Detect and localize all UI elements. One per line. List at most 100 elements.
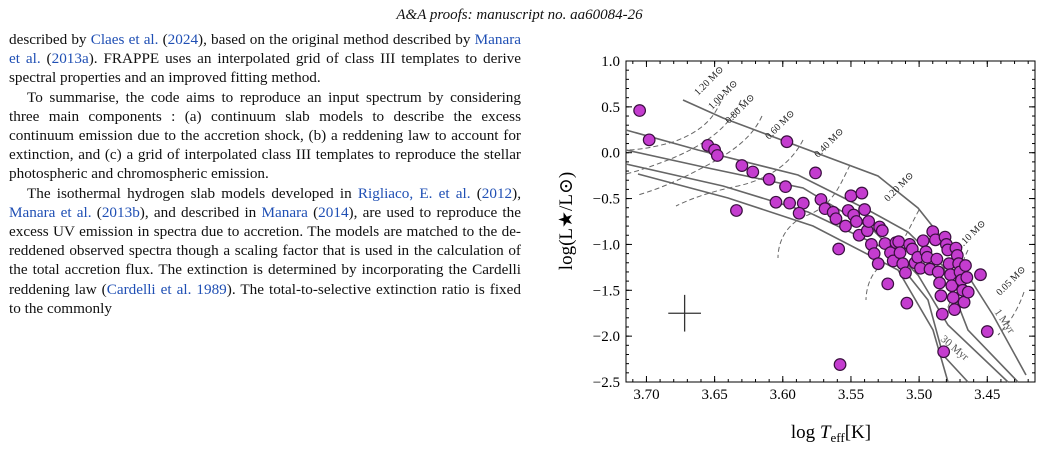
data-point	[779, 180, 792, 194]
text-run: ), based on the original method describe…	[198, 31, 475, 48]
y-tick-label: −2.5	[593, 375, 620, 391]
x-label-T: T	[820, 422, 832, 443]
mass-track	[997, 291, 1025, 336]
citation-link[interactable]: Manara et al.	[9, 31, 521, 68]
data-point	[792, 206, 806, 220]
text-run: ), are used to reproduce the excess UV e…	[9, 203, 521, 298]
text-run: (	[158, 31, 168, 48]
axis-ticks: 3.70 3.65 3.60 3.55 3.50 3.45 1.0 0.5 0.0 −0.5 −1.…	[593, 54, 1035, 403]
y-tick-label: −1.5	[593, 283, 620, 299]
data-point	[746, 165, 760, 179]
data-point	[862, 215, 876, 228]
x-tick-label: 3.55	[838, 387, 864, 403]
data-point	[937, 345, 951, 359]
text-run: (	[470, 184, 482, 202]
data-point	[875, 224, 889, 238]
citation-year-link[interactable]: 2013a	[51, 50, 89, 68]
data-point	[900, 296, 914, 310]
data-point	[858, 203, 871, 216]
data-point	[769, 195, 783, 209]
x-label-sub: eff	[831, 430, 846, 445]
x-tick-label: 3.50	[906, 387, 932, 403]
mass-label: 0.60 M⊙	[763, 108, 797, 142]
y-tick-label: 0.5	[601, 100, 620, 116]
body-text-column: described by Claes et al. (2024), based …	[9, 30, 521, 318]
data-points	[633, 104, 994, 371]
x-tick-label: 3.60	[770, 387, 796, 403]
data-point	[948, 303, 961, 316]
isochrone-label: 1 Myr	[992, 307, 1018, 336]
mass-track	[777, 164, 851, 259]
text-run: ). FRAPPE uses an interpolated grid of c…	[9, 50, 521, 87]
data-point	[710, 149, 724, 162]
text-run: ), and described in	[139, 203, 262, 221]
data-point	[844, 189, 858, 203]
data-point	[762, 172, 776, 186]
y-tick-label: 1.0	[601, 54, 620, 70]
hr-diagram: 1.20 M⊙1.00 M⊙0.80 M⊙ 0.60 M⊙0.40 M⊙0.20 …	[556, 54, 1036, 445]
citation-year-link[interactable]: 2013b	[101, 203, 140, 221]
text-run: (	[307, 203, 319, 221]
paragraph-3: The isothermal hydrogen slab models deve…	[9, 184, 521, 318]
paragraph-1: described by Claes et al. (2024), based …	[9, 30, 521, 88]
x-label-unit: [K]	[845, 422, 871, 443]
data-point	[839, 219, 852, 233]
data-point	[829, 212, 843, 226]
data-point	[931, 265, 945, 279]
data-point	[916, 234, 930, 248]
data-point	[832, 242, 846, 256]
data-point	[633, 104, 647, 117]
isochrone-line	[637, 173, 949, 383]
data-point	[960, 271, 974, 284]
data-point	[783, 196, 797, 210]
x-tick-label: 3.70	[633, 387, 659, 403]
mass-track	[625, 93, 725, 151]
error-bar	[668, 294, 701, 332]
y-tick-label: −2.0	[593, 329, 620, 345]
citation-year-link[interactable]: 2014	[318, 203, 349, 221]
citation-year-link[interactable]: 2012	[481, 184, 513, 202]
text-run: (	[40, 50, 52, 68]
data-point	[809, 166, 822, 180]
mass-label: 0.20 M⊙	[882, 170, 916, 204]
citation-link[interactable]: Manara et al.	[9, 203, 92, 221]
text-run: (	[91, 203, 102, 221]
citation-year-link[interactable]: 2024	[167, 31, 199, 48]
data-point	[893, 246, 907, 260]
data-point	[930, 252, 944, 266]
data-point	[780, 135, 794, 149]
text-run: described by	[9, 31, 91, 48]
data-point	[980, 325, 994, 338]
data-point	[735, 159, 749, 172]
hr-diagram-figure: 1.20 M⊙ 1.00 M⊙ 0.80 M⊙ 0.60 M⊙ 0.40 M⊙ 0.20 …	[548, 0, 1039, 451]
citation-link[interactable]: Cardelli et al. 1989	[106, 280, 227, 298]
data-point	[933, 276, 946, 290]
evolutionary-tracks	[625, 93, 1025, 336]
data-point	[934, 289, 948, 303]
data-point	[850, 215, 863, 228]
data-point	[974, 268, 987, 282]
y-tick-label: −0.5	[593, 192, 620, 208]
mass-track	[675, 139, 804, 207]
data-point	[833, 358, 847, 371]
citation-link[interactable]: Rigliaco, E. et al.	[357, 184, 471, 202]
citation-link[interactable]: Manara	[261, 203, 308, 221]
text-run: ),	[512, 184, 521, 202]
data-point	[961, 285, 975, 299]
data-point	[855, 186, 869, 200]
mass-track	[625, 99, 742, 175]
mass-track	[637, 115, 763, 196]
data-point	[871, 257, 885, 271]
x-label-log: log	[791, 422, 820, 443]
x-tick-label: 3.45	[974, 387, 1000, 403]
mass-label: 0.40 M⊙	[812, 126, 846, 160]
y-axis-label: log(L★/L⊙)	[556, 172, 577, 270]
mass-labels: 1.20 M⊙1.00 M⊙0.80 M⊙ 0.60 M⊙0.40 M⊙0.20 …	[692, 64, 1028, 298]
plot-frame	[625, 60, 1036, 383]
text-run: ). The total-to-selective extinction rat…	[9, 280, 521, 317]
data-point	[892, 235, 906, 249]
citation-link[interactable]: Claes et al.	[90, 31, 159, 48]
text-run: The isothermal hydrogen slab models deve…	[27, 184, 358, 202]
data-point	[959, 259, 972, 272]
